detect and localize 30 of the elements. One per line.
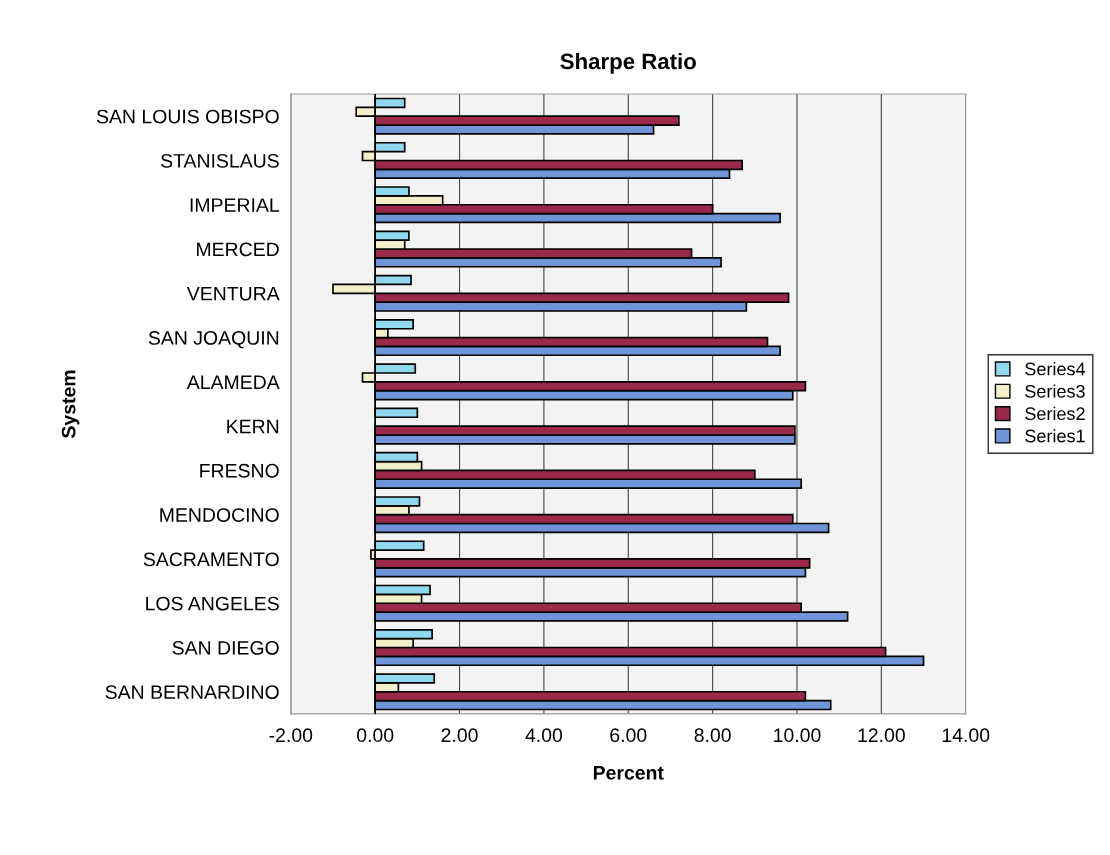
x-tick-label: 8.00	[694, 728, 731, 743]
y-tick-label: VENTURA	[186, 286, 280, 301]
y-tick-label: IMPERIAL	[190, 198, 280, 212]
y-tick-label: SAN JOAQUIN	[148, 331, 279, 349]
legend-label: Series3	[1025, 384, 1085, 398]
y-tick-label: LOS ANGELES	[146, 596, 279, 611]
legend-label: Series1	[1025, 429, 1085, 443]
x-axis-title: Percent	[593, 766, 664, 780]
chart-title: Sharpe Ratio	[560, 52, 696, 74]
y-tick-label: KERN	[227, 419, 279, 434]
x-tick-label: -2.00	[269, 728, 313, 743]
x-tick-label: 12.00	[858, 728, 905, 743]
x-tick-label: 4.00	[525, 728, 563, 743]
legend-label: Series2	[1025, 406, 1085, 421]
y-axis-title: System	[61, 370, 80, 439]
x-tick-label: 6.00	[610, 728, 647, 743]
legend-label: Series4	[1025, 362, 1086, 376]
y-tick-label: SACRAMENTO	[143, 552, 279, 567]
y-tick-label: MERCED	[197, 242, 279, 257]
y-tick-label: MENDOCINO	[160, 508, 279, 522]
x-tick-label: 14.00	[942, 728, 990, 743]
x-tick-label: 0.00	[357, 728, 394, 743]
x-tick-label: 2.00	[441, 728, 478, 743]
y-tick-label: ALAMEDA	[186, 375, 280, 389]
x-tick-label: 10.00	[774, 728, 821, 743]
y-tick-label: SAN LOUIS OBISPO	[96, 109, 279, 124]
y-tick-label: STANISLAUS	[161, 153, 279, 168]
y-tick-label: FRESNO	[200, 463, 279, 478]
y-tick-label: SAN DIEGO	[172, 640, 279, 655]
y-tick-label: SAN BERNARDINO	[105, 685, 279, 700]
